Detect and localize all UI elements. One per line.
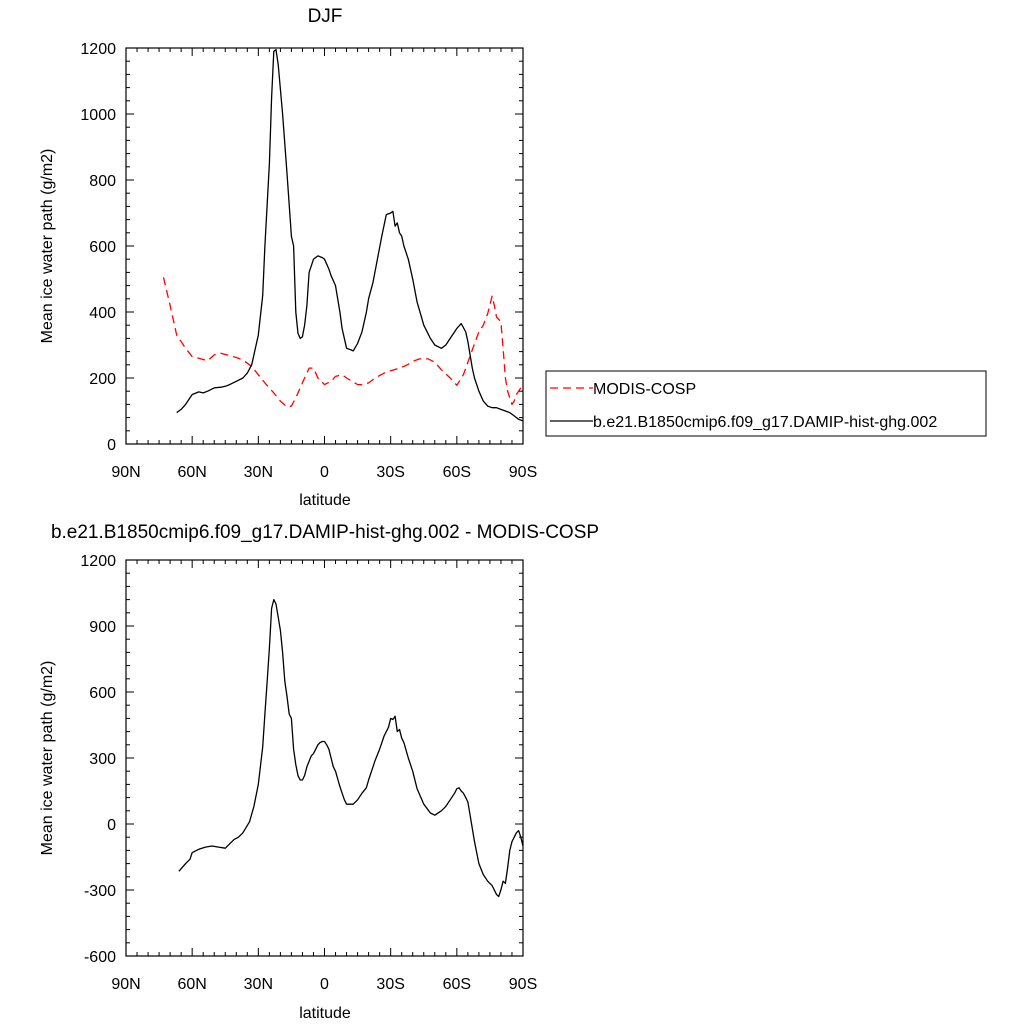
y-tick-label: 200 — [89, 371, 116, 388]
x-tick-label: 90N — [111, 976, 140, 993]
x-tick-label: 0 — [320, 464, 329, 481]
y-tick-label: 400 — [89, 305, 116, 322]
x-tick-label: 60N — [177, 976, 206, 993]
y-tick-label: -600 — [84, 949, 116, 966]
y-axis-label: Mean ice water path (g/m2) — [39, 149, 56, 344]
panel-title: b.e21.B1850cmip6.f09_g17.DAMIP-hist-ghg.… — [51, 522, 599, 543]
difference-panel: b.e21.B1850cmip6.f09_g17.DAMIP-hist-ghg.… — [39, 522, 599, 1022]
y-tick-label: 1200 — [80, 41, 116, 58]
ticks-layer: 90N 60N 30N 0 30S 60S 90S -600 -300 0 300 600 900 120… — [80, 553, 537, 993]
y-tick-label: 900 — [89, 619, 116, 636]
y-tick-label: 1000 — [80, 107, 116, 124]
legend-box — [545, 370, 987, 437]
y-tick-label: 0 — [107, 437, 116, 454]
series-line-0 — [162, 277, 524, 408]
series-layer — [162, 48, 524, 422]
series-line-1 — [176, 48, 524, 422]
y-tick-label: -300 — [84, 883, 116, 900]
y-tick-label: 1200 — [80, 553, 116, 570]
x-axis-label: latitude — [299, 1005, 351, 1022]
y-tick-label: 0 — [107, 817, 116, 834]
y-axis-label: Mean ice water path (g/m2) — [39, 661, 56, 856]
series-line-0 — [178, 598, 524, 898]
plot-frame — [125, 559, 524, 957]
x-tick-label: 90N — [111, 464, 140, 481]
x-tick-label: 30S — [376, 976, 404, 993]
y-tick-label: 600 — [89, 685, 116, 702]
y-tick-label: 300 — [89, 751, 116, 768]
ticks-layer: 90N 60N 30N 0 30S 60S 90S 0 200 400 600 800 1000 1200 — [80, 41, 537, 481]
panel-title: DJF — [308, 6, 343, 27]
y-tick-label: 800 — [89, 173, 116, 190]
x-tick-label: 30N — [244, 976, 273, 993]
djf-panel: DJF 90N 60N 30N 0 30S 60S 90S 0 200 400 600 800 1000… — [39, 6, 537, 509]
x-tick-label: 60N — [177, 464, 206, 481]
x-tick-label: 60S — [443, 464, 471, 481]
x-tick-label: 90S — [509, 464, 537, 481]
series-layer — [178, 598, 524, 898]
x-tick-label: 30N — [244, 464, 273, 481]
x-tick-label: 30S — [376, 464, 404, 481]
legend-label-model: b.e21.B1850cmip6.f09_g17.DAMIP-hist-ghg.… — [593, 414, 937, 431]
legend-label-modis: MODIS-COSP — [593, 381, 696, 398]
y-tick-label: 600 — [89, 239, 116, 256]
legend: MODIS-COSP b.e21.B1850cmip6.f09_g17.DAMI… — [545, 370, 987, 437]
x-tick-label: 90S — [509, 976, 537, 993]
x-axis-label: latitude — [299, 492, 351, 509]
x-tick-label: 60S — [443, 976, 471, 993]
x-tick-label: 0 — [320, 976, 329, 993]
